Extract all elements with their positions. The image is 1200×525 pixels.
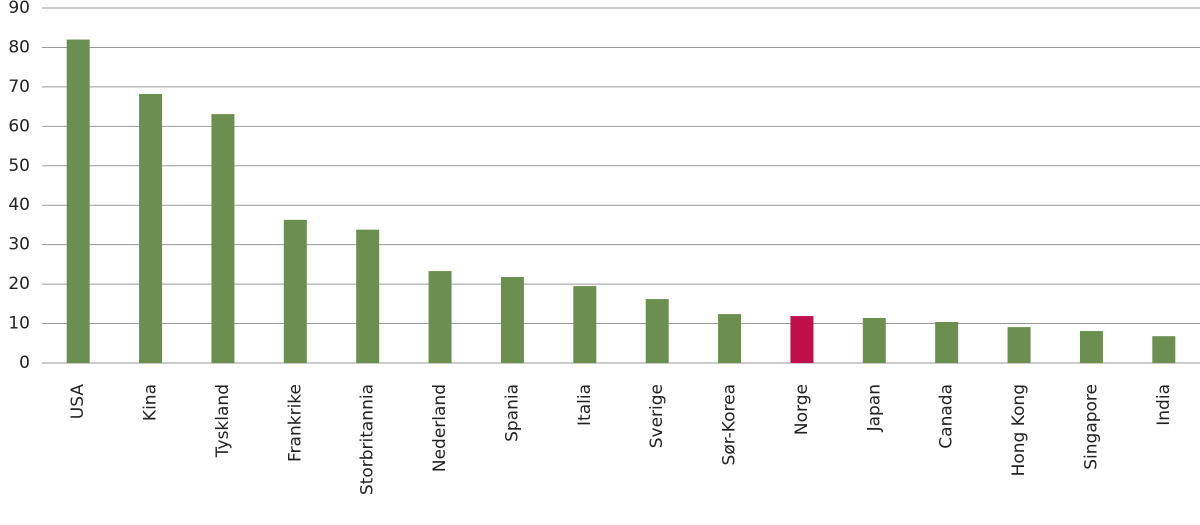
x-tick-label: USA	[68, 384, 88, 420]
bar	[645, 299, 669, 363]
x-tick-label: Singapore	[1081, 384, 1101, 470]
x-tick-label: Italia	[575, 384, 595, 426]
x-tick-label: Canada	[937, 384, 957, 449]
x-tick-label: Spania	[502, 384, 522, 442]
x-tick-label: India	[1154, 384, 1174, 426]
x-tick-label: Tyskland	[213, 384, 233, 458]
y-tick-label: 50	[8, 156, 30, 176]
bar	[211, 114, 235, 363]
x-tick-label: Norge	[792, 384, 812, 435]
bar	[139, 93, 163, 363]
x-tick-label: Japan	[864, 384, 884, 432]
bar	[935, 321, 959, 363]
y-tick-label: 20	[8, 274, 30, 294]
x-tick-label: Kina	[141, 384, 161, 421]
x-tick-label: Storbritannia	[358, 384, 378, 495]
bar	[790, 316, 814, 363]
bar	[66, 39, 90, 364]
x-tick-label: Frankrike	[285, 384, 305, 462]
bar	[1079, 331, 1103, 363]
x-tick-label: Sverige	[647, 384, 667, 448]
bar	[573, 286, 597, 363]
bar	[1007, 327, 1031, 363]
bar	[428, 271, 452, 363]
bar	[1152, 336, 1176, 363]
x-tick-label: Sør-Korea	[720, 384, 740, 465]
y-tick-label: 70	[8, 77, 30, 97]
y-tick-label: 80	[8, 37, 30, 57]
bar	[283, 219, 307, 363]
bar	[500, 277, 524, 363]
x-tick-label: Hong Kong	[1009, 384, 1029, 476]
y-tick-label: 0	[19, 353, 30, 373]
y-tick-label: 40	[8, 195, 30, 215]
bar	[356, 229, 380, 363]
y-tick-label: 30	[8, 235, 30, 255]
y-tick-label: 60	[8, 116, 30, 136]
bar	[718, 314, 742, 363]
x-tick-label: Nederland	[430, 384, 450, 472]
y-tick-label: 90	[8, 0, 30, 18]
bar	[862, 318, 886, 363]
y-tick-label: 10	[8, 314, 30, 334]
